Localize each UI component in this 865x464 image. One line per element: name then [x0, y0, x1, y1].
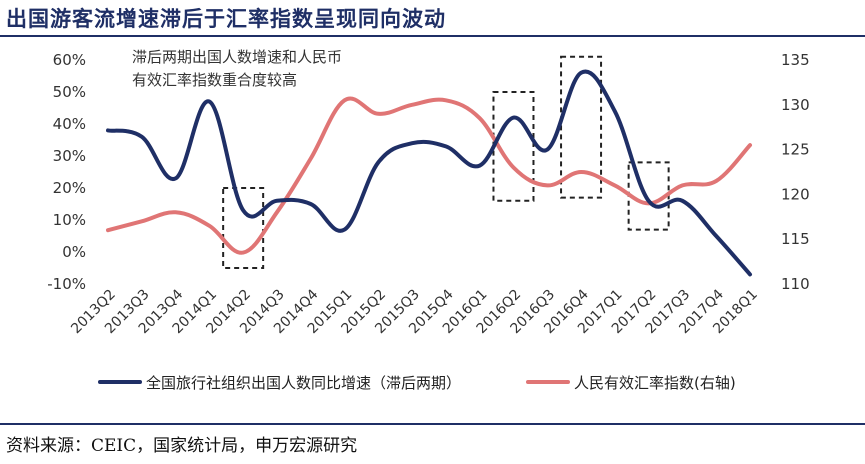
legend-label-exchange-rate: 人民有效汇率指数(右轴)	[574, 374, 736, 392]
left-axis: -10% 0% 10% 20% 30% 40% 50% 60%	[47, 51, 86, 293]
chart: -10% 0% 10% 20% 30% 40% 50% 60% 110 115 120 125 130…	[47, 48, 810, 392]
right-axis: 110 115 120 125 130 135	[781, 51, 810, 293]
highlight-box	[222, 187, 265, 269]
right-tick-label: 120	[781, 185, 810, 203]
right-tick-label: 125	[781, 141, 810, 159]
series-lines	[106, 69, 752, 277]
left-tick-label: 50%	[53, 83, 86, 101]
left-tick-label: 10%	[53, 211, 86, 229]
left-tick-label: 0%	[62, 243, 86, 261]
left-tick-label: -10%	[47, 275, 86, 293]
right-tick-label: 135	[781, 51, 810, 69]
title-divider	[0, 35, 865, 37]
right-tick-label: 130	[781, 96, 810, 114]
left-tick-label: 20%	[53, 179, 86, 197]
highlight-box	[560, 55, 603, 199]
x-axis: 2013Q22013Q32013Q42014Q12014Q22014Q32014…	[68, 286, 761, 337]
left-tick-label: 60%	[53, 51, 86, 69]
right-tick-label: 110	[781, 275, 810, 293]
source-divider	[0, 423, 865, 425]
legend-label-outbound-growth: 全国旅行社组织出国人数同比增速（滞后两期）	[146, 374, 461, 392]
series-line-outbound-growth	[106, 69, 752, 277]
source-note: 资料来源：CEIC，国家统计局，申万宏源研究	[6, 436, 358, 456]
right-tick-label: 115	[781, 230, 810, 248]
left-tick-label: 30%	[53, 147, 86, 165]
chart-title: 出国游客流增速滞后于汇率指数呈现同向波动	[6, 6, 446, 31]
legend: 全国旅行社组织出国人数同比增速（滞后两期） 人民有效汇率指数(右轴)	[98, 374, 736, 392]
annotation-line: 滞后两期出国人数增速和人民币	[132, 48, 342, 66]
series-line-exchange-rate	[106, 96, 752, 255]
left-tick-label: 40%	[53, 115, 86, 133]
annotation-line: 有效汇率指数重合度较高	[132, 71, 297, 89]
